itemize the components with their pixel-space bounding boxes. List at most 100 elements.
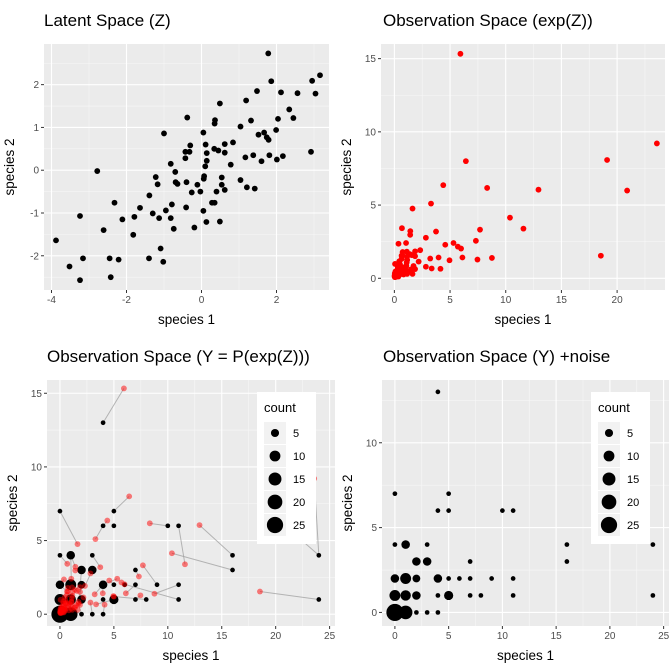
plot-background: [381, 44, 665, 290]
expected-point: [80, 594, 87, 601]
data-point: [156, 215, 163, 222]
data-point: [183, 179, 190, 186]
data-point: [477, 226, 483, 233]
data-point: [255, 131, 262, 138]
data-point: [520, 225, 527, 232]
x-axis-label: species 1: [162, 648, 219, 663]
data-point: [457, 50, 464, 57]
expected-point: [77, 589, 83, 595]
data-point: [286, 106, 293, 113]
observed-point: [176, 582, 181, 588]
data-point: [194, 181, 201, 188]
observed-point: [389, 590, 401, 601]
data-point: [77, 277, 83, 284]
data-point: [458, 245, 464, 252]
chart-title: Latent Space (Z): [44, 11, 171, 30]
observed-point: [435, 610, 441, 615]
observed-point: [392, 491, 398, 497]
observed-point: [401, 540, 410, 549]
x-tick-label: 15: [551, 631, 563, 642]
data-point: [66, 263, 73, 270]
observed-point: [444, 590, 454, 601]
data-point: [422, 234, 429, 241]
data-point: [459, 254, 466, 261]
data-point: [403, 240, 409, 246]
data-point: [435, 254, 442, 261]
data-point: [188, 189, 195, 196]
data-point: [265, 136, 272, 143]
y-axis-label: species 2: [339, 138, 354, 195]
x-axis-label: species 1: [158, 312, 215, 327]
expected-point: [82, 583, 88, 589]
size-legend: count 5 10 15 20 25: [257, 392, 316, 544]
data-point: [197, 188, 204, 195]
data-point: [161, 130, 167, 137]
data-point: [597, 252, 604, 259]
data-point: [409, 205, 416, 212]
data-point: [218, 174, 225, 181]
data-point: [170, 225, 177, 232]
y-tick-label: 0: [370, 274, 376, 285]
observed-point: [89, 552, 95, 558]
data-point: [149, 210, 156, 217]
x-tick-label: 5: [111, 631, 117, 642]
observed-point: [79, 611, 84, 617]
legend-label: 5: [627, 428, 633, 440]
data-point: [273, 127, 280, 133]
x-axis-label: species 1: [494, 312, 551, 327]
data-point: [130, 231, 137, 238]
y-tick-label: -1: [30, 208, 39, 219]
plot-marks: [386, 389, 656, 621]
link-line: [113, 596, 147, 600]
observed-point: [400, 573, 412, 584]
observed-point: [650, 542, 656, 547]
x-tick-label: 10: [497, 631, 509, 642]
observed-point: [66, 551, 75, 560]
expected-point: [126, 493, 133, 500]
observed-point: [98, 580, 108, 590]
observed-point: [424, 542, 430, 547]
observed-point: [412, 591, 421, 600]
x-tick-label: -2: [122, 295, 131, 306]
data-point: [77, 213, 83, 219]
data-point: [200, 129, 207, 136]
y-tick-label: 5: [370, 201, 376, 212]
link-line: [171, 552, 233, 571]
expected-point: [151, 590, 158, 597]
panel-obs_exp: Observation Space (exp(Z)) 0 5 10 15 20 0 5 10 15…: [339, 11, 665, 327]
observed-point: [435, 593, 441, 598]
observed-point: [77, 565, 86, 575]
panel-obs_noise: Observation Space (Y) +noise 0 5 10 15 20 25 0 5…: [340, 347, 670, 663]
panel-obs_poisson: Observation Space (Y = P(exp(Z))) 0 5 10 15 2…: [5, 347, 336, 663]
data-point: [243, 97, 250, 104]
observed-point: [398, 605, 413, 620]
data-point: [80, 255, 86, 262]
x-axis-label: species 1: [497, 648, 554, 663]
observed-point: [100, 420, 106, 426]
data-point: [137, 204, 143, 211]
legend-label: 25: [293, 520, 305, 532]
x-tick-label: 20: [612, 295, 624, 306]
expected-point: [64, 560, 71, 567]
data-point: [261, 129, 268, 136]
observed-point: [510, 593, 516, 598]
observed-point: [230, 552, 235, 558]
expected-point: [104, 517, 111, 524]
data-point: [186, 148, 193, 155]
expected-point: [257, 588, 263, 595]
legend-key-dot: [267, 494, 283, 510]
link-line: [102, 388, 125, 423]
observed-point: [457, 576, 462, 581]
legend-key-dot: [601, 494, 617, 510]
observed-point: [414, 610, 419, 615]
observed-point: [467, 593, 473, 598]
data-point: [174, 180, 181, 187]
observed-point: [143, 597, 149, 602]
data-point: [216, 100, 223, 107]
legend-key-dot: [602, 472, 616, 486]
observed-point: [433, 574, 443, 583]
observed-point: [111, 523, 117, 529]
data-point: [312, 90, 319, 97]
link-line: [259, 591, 319, 600]
observed-point: [424, 610, 430, 615]
